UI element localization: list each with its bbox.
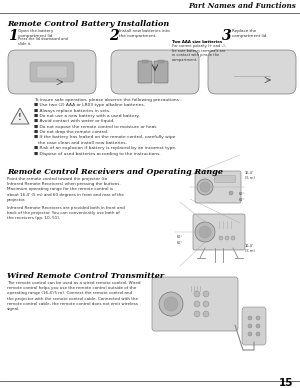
FancyBboxPatch shape bbox=[111, 50, 199, 94]
Circle shape bbox=[203, 291, 209, 297]
Circle shape bbox=[248, 316, 252, 320]
Circle shape bbox=[164, 297, 178, 311]
FancyBboxPatch shape bbox=[193, 214, 245, 250]
Circle shape bbox=[194, 291, 200, 297]
Circle shape bbox=[197, 179, 213, 195]
Circle shape bbox=[159, 292, 183, 316]
Text: The remote control can be used as a wired remote control. Wired
remote control h: The remote control can be used as a wire… bbox=[7, 281, 140, 311]
Circle shape bbox=[219, 236, 223, 240]
FancyBboxPatch shape bbox=[152, 277, 238, 331]
Text: Infrared Remote Receivers are provided both in front and
back of the projector. : Infrared Remote Receivers are provided b… bbox=[7, 206, 125, 220]
Text: For correct polarity (+ and –),
be sure battery terminals are
in contact with pi: For correct polarity (+ and –), be sure … bbox=[172, 44, 226, 62]
Circle shape bbox=[256, 332, 260, 336]
Text: 60°: 60° bbox=[177, 241, 183, 245]
FancyBboxPatch shape bbox=[242, 307, 266, 345]
FancyBboxPatch shape bbox=[208, 50, 296, 94]
Circle shape bbox=[256, 316, 260, 320]
Text: 16.4'
(5 m): 16.4' (5 m) bbox=[245, 171, 255, 180]
FancyBboxPatch shape bbox=[142, 60, 148, 63]
Circle shape bbox=[248, 332, 252, 336]
FancyBboxPatch shape bbox=[138, 61, 152, 83]
FancyBboxPatch shape bbox=[214, 175, 236, 182]
Text: 3: 3 bbox=[222, 29, 232, 43]
FancyBboxPatch shape bbox=[37, 66, 67, 78]
FancyBboxPatch shape bbox=[30, 62, 74, 82]
Circle shape bbox=[231, 236, 235, 240]
Text: 1: 1 bbox=[8, 29, 18, 43]
Text: Remote Control Battery Installation: Remote Control Battery Installation bbox=[7, 20, 169, 28]
Text: Press the lid downward and
slide it.: Press the lid downward and slide it. bbox=[18, 37, 68, 46]
Circle shape bbox=[194, 301, 200, 307]
FancyBboxPatch shape bbox=[158, 60, 164, 63]
Circle shape bbox=[199, 226, 211, 238]
Circle shape bbox=[225, 236, 229, 240]
Text: Part Names and Functions: Part Names and Functions bbox=[188, 2, 296, 10]
Text: Point the remote control toward the projector (to
Infrared Remote Receivers) whe: Point the remote control toward the proj… bbox=[7, 177, 124, 202]
Text: To insure safe operation, please observe the following precautions :
■ Use two (: To insure safe operation, please observe… bbox=[34, 98, 182, 156]
Text: Remote Control Receivers and Operating Range: Remote Control Receivers and Operating R… bbox=[7, 168, 223, 176]
Text: Replace the
compartment lid.: Replace the compartment lid. bbox=[232, 29, 268, 38]
Text: !: ! bbox=[18, 114, 22, 123]
Text: 60°: 60° bbox=[239, 198, 245, 202]
Text: 15: 15 bbox=[278, 378, 293, 388]
Circle shape bbox=[203, 311, 209, 317]
Text: 60°: 60° bbox=[177, 235, 183, 239]
Circle shape bbox=[229, 191, 233, 195]
Text: Two AAA size batteries: Two AAA size batteries bbox=[172, 40, 222, 44]
Polygon shape bbox=[11, 108, 29, 124]
Text: 16.4'
(5 m): 16.4' (5 m) bbox=[245, 244, 255, 253]
Circle shape bbox=[256, 324, 260, 328]
FancyBboxPatch shape bbox=[195, 171, 241, 203]
Text: Open the battery
compartment lid.: Open the battery compartment lid. bbox=[18, 29, 54, 38]
Circle shape bbox=[200, 182, 210, 192]
Text: Install new batteries into
the compartment.: Install new batteries into the compartme… bbox=[119, 29, 170, 38]
Circle shape bbox=[203, 301, 209, 307]
Text: 60°: 60° bbox=[239, 192, 245, 196]
Circle shape bbox=[194, 311, 200, 317]
Text: Wired Remote Control Transmitter: Wired Remote Control Transmitter bbox=[7, 272, 164, 280]
Text: 2: 2 bbox=[109, 29, 118, 43]
Circle shape bbox=[248, 324, 252, 328]
FancyBboxPatch shape bbox=[8, 50, 96, 94]
FancyBboxPatch shape bbox=[154, 61, 168, 83]
Circle shape bbox=[195, 222, 215, 242]
